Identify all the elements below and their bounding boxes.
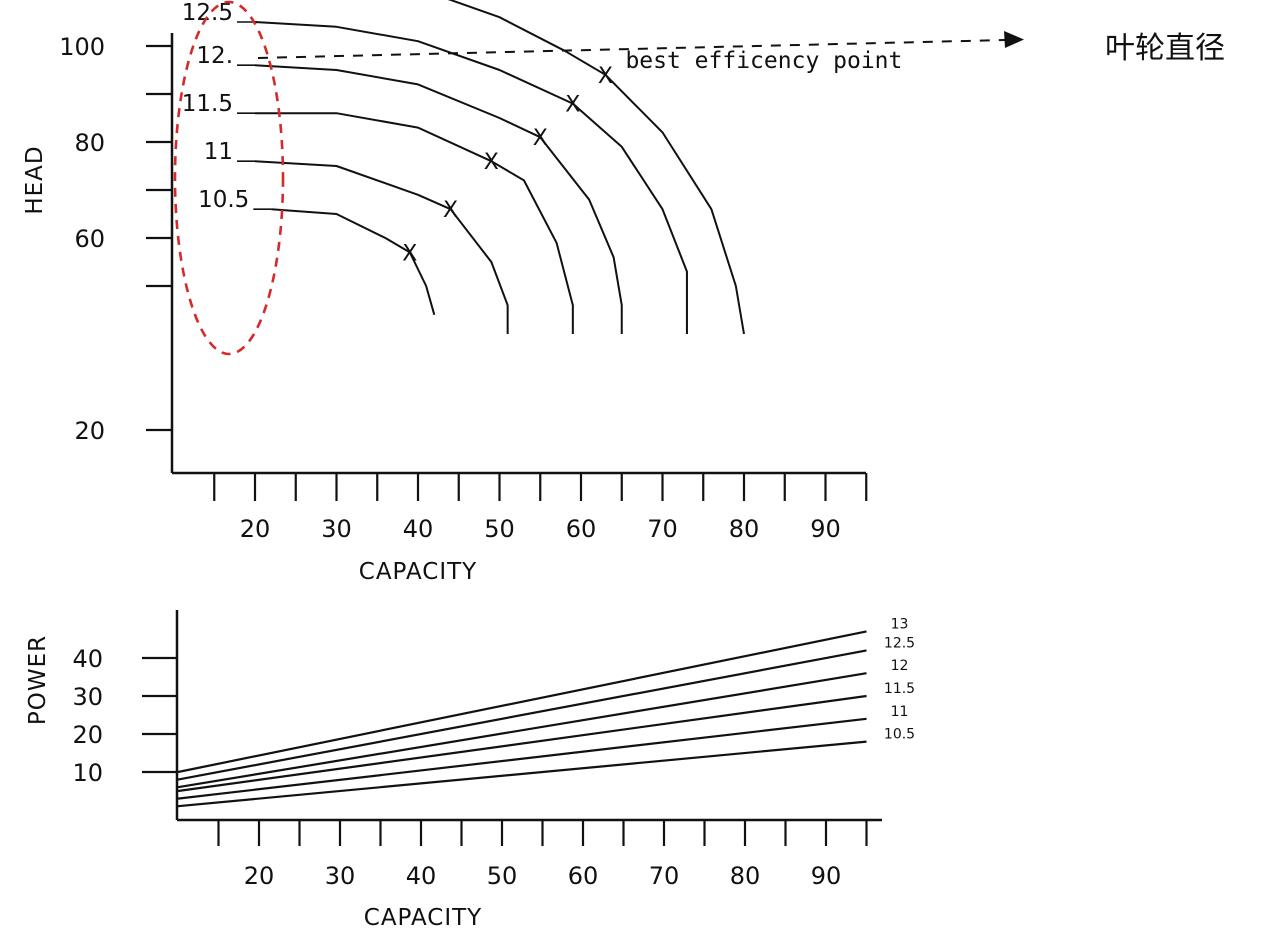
diameter-highlight-ellipse <box>173 0 285 356</box>
curve-diameter-label: 11 <box>204 139 233 165</box>
power-line-label: 12.5 <box>884 635 915 651</box>
power-line-13 <box>177 630 867 774</box>
head-x-tick-label: 70 <box>647 515 678 543</box>
head-curve-13 <box>447 0 745 335</box>
power-line-label: 13 <box>891 616 909 632</box>
power-y-tick-label: 30 <box>72 683 103 711</box>
bep-marker: X <box>598 64 613 89</box>
head-curve-11 <box>254 160 509 334</box>
head-curve-11.5 <box>255 112 574 334</box>
power-x-tick-label: 50 <box>487 862 518 890</box>
power-line-label: 10.5 <box>884 727 915 743</box>
power-line-12 <box>177 672 867 789</box>
power-y-tick-label: 20 <box>72 721 103 749</box>
curve-diameter-label: 10.5 <box>198 187 249 213</box>
head-y-tick-label: 60 <box>74 225 105 253</box>
power-line-label: 11.5 <box>884 681 915 697</box>
curve-diameter-label: 12.5 <box>182 0 233 26</box>
head-x-tick-label: 90 <box>810 515 841 543</box>
head-y-tick-label: 80 <box>74 129 105 157</box>
power-line-label: 11 <box>891 704 909 720</box>
head-x-tick-label: 30 <box>321 515 352 543</box>
power-x-axis-title: CAPACITY <box>364 905 482 931</box>
power-line-label: 12 <box>891 658 909 674</box>
head-x-tick-label: 20 <box>240 515 271 543</box>
power-line-11.5 <box>177 694 867 793</box>
bep-marker: X <box>402 241 417 266</box>
bep-marker: X <box>533 126 548 151</box>
power-y-axis-title: POWER <box>25 635 51 725</box>
power-x-tick-label: 40 <box>406 862 437 890</box>
head-y-tick-label: 100 <box>59 33 105 61</box>
power-x-tick-label: 70 <box>649 862 680 890</box>
head-x-tick-label: 80 <box>729 515 760 543</box>
bep-marker: X <box>565 93 580 118</box>
power-y-tick-label: 40 <box>72 645 103 673</box>
diameter-arrowhead <box>1004 31 1024 48</box>
head-x-tick-label: 50 <box>484 515 515 543</box>
power-capacity-chart: 40 30 20 10 20 30 40 50 60 70 80 90 CAPACITY POWER 13 1… <box>25 610 915 931</box>
head-curve-10.5 <box>271 208 436 316</box>
head-y-axis-title: HEAD <box>22 145 48 214</box>
power-line-11 <box>177 717 867 800</box>
head-curve-12. <box>254 64 623 334</box>
power-y-tick-label: 10 <box>72 759 103 787</box>
curve-diameter-label: 12. <box>196 43 233 69</box>
head-y-tick-label: 20 <box>74 417 105 445</box>
head-x-axis-title: CAPACITY <box>359 559 477 585</box>
bep-annotation: best efficency point <box>625 48 902 74</box>
power-x-tick-label: 60 <box>568 862 599 890</box>
power-x-tick-label: 20 <box>244 862 275 890</box>
power-x-tick-label: 90 <box>811 862 842 890</box>
head-x-tick-label: 60 <box>566 515 597 543</box>
power-x-tick-label: 80 <box>730 862 761 890</box>
head-curve-12.5 <box>254 21 688 334</box>
impeller-diameter-label: 叶轮直径 <box>1105 31 1225 66</box>
power-line-12.5 <box>177 649 867 781</box>
curve-diameter-label: 11.5 <box>182 91 233 117</box>
bep-marker: X <box>443 198 458 223</box>
bep-marker: X <box>484 150 499 175</box>
power-x-tick-label: 30 <box>325 862 356 890</box>
power-line-10.5 <box>177 740 867 808</box>
head-capacity-chart: 1201008060202030405060708090CAPACITYHEAD… <box>22 0 1225 585</box>
head-x-tick-label: 40 <box>403 515 434 543</box>
